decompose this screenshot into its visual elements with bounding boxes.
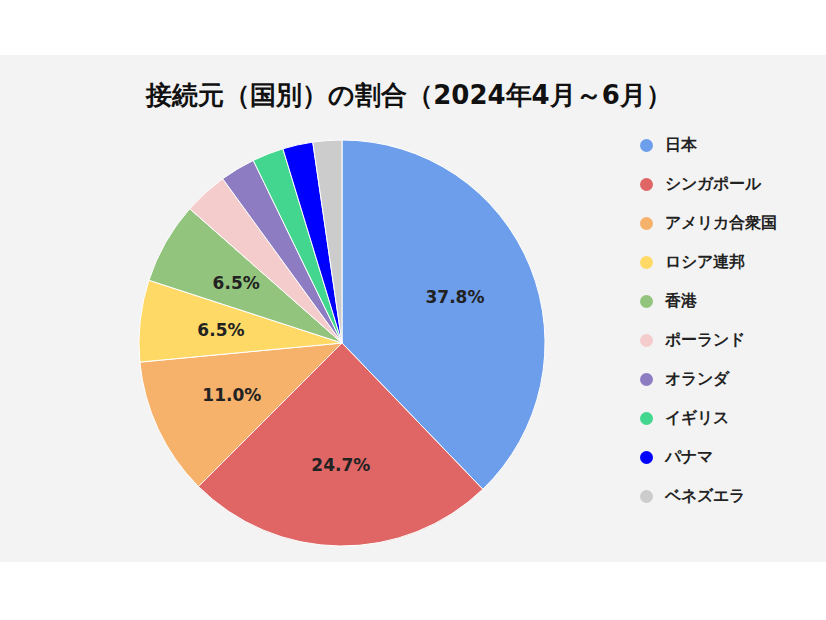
html-text:日本: 日本 [665,135,697,154]
html-text:イギリス: イギリス [665,408,729,427]
svg-text:11.0%: 11.0% [202,385,261,405]
svg-text:24.7%: 24.7% [311,455,370,475]
svg-text:37.8%: 37.8% [425,287,484,307]
svg-text:6.5%: 6.5% [197,320,244,340]
html-text:ポーランド: ポーランド [665,330,745,349]
html-text:アメリカ合衆国: アメリカ合衆国 [665,213,777,232]
html-text:ロシア連邦: ロシア連邦 [665,252,745,271]
html-text:接続元（国別）の割合（2024年4月～6月）: 接続元（国別）の割合（2024年4月～6月） [146,80,672,110]
html-text:パナマ: パナマ [665,447,713,466]
svg-text:6.5%: 6.5% [213,273,260,293]
html-text:シンガポール: シンガポール [665,174,761,193]
html-text:ベネズエラ: ベネズエラ [665,486,745,505]
html-text:オランダ: オランダ [665,369,729,388]
html-text:香港: 香港 [665,291,697,310]
